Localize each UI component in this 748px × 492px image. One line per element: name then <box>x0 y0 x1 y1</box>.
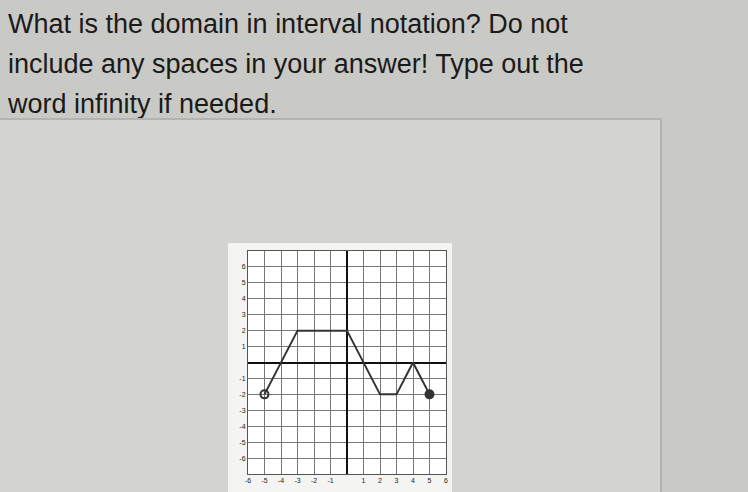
svg-text:3: 3 <box>395 477 399 484</box>
svg-text:5: 5 <box>242 279 246 286</box>
svg-text:-1: -1 <box>239 375 245 382</box>
svg-text:6: 6 <box>444 477 448 484</box>
svg-text:-1: -1 <box>327 477 333 484</box>
svg-text:-5: -5 <box>261 477 267 484</box>
svg-text:-6: -6 <box>245 477 251 484</box>
svg-text:-5: -5 <box>239 439 245 446</box>
svg-text:4: 4 <box>242 295 246 302</box>
html-text:word infinity if needed.: word infinity if needed. <box>8 89 277 119</box>
svg-text:1: 1 <box>242 343 246 350</box>
svg-text:1: 1 <box>362 477 366 484</box>
svg-text:-3: -3 <box>239 407 245 414</box>
svg-text:-3: -3 <box>294 477 300 484</box>
svg-text:3: 3 <box>242 311 246 318</box>
svg-text:-6: -6 <box>239 455 245 462</box>
svg-text:6: 6 <box>242 263 246 270</box>
svg-text:5: 5 <box>428 477 432 484</box>
svg-text:-2: -2 <box>311 477 317 484</box>
svg-text:-4: -4 <box>278 477 284 484</box>
html-text:include any spaces in your ans: include any spaces in your answer! Type … <box>8 49 584 79</box>
svg-text:4: 4 <box>411 477 415 484</box>
html-text:What is the domain in interval: What is the domain in interval notation?… <box>8 9 568 39</box>
svg-text:-4: -4 <box>239 423 245 430</box>
svg-text:2: 2 <box>242 327 246 334</box>
svg-text:2: 2 <box>378 477 382 484</box>
svg-text:-2: -2 <box>239 391 245 398</box>
